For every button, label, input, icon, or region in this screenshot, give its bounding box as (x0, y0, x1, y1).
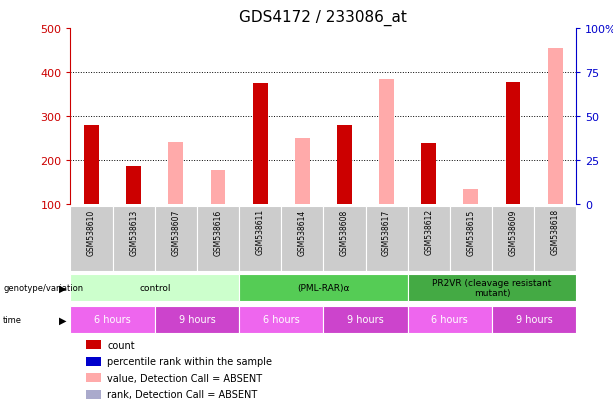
Bar (113, 207, 154, 271)
Bar (421, 144, 436, 205)
Text: GSM538616: GSM538616 (213, 209, 223, 255)
Text: 6 hours: 6 hours (432, 315, 468, 325)
Text: GSM538615: GSM538615 (466, 209, 475, 255)
Text: 9 hours: 9 hours (178, 315, 215, 325)
Text: 6 hours: 6 hours (263, 315, 300, 325)
Text: PR2VR (cleavage resistant
mutant): PR2VR (cleavage resistant mutant) (432, 278, 552, 297)
Bar (211, 171, 226, 205)
Bar (70, 207, 113, 271)
Bar (239, 275, 408, 301)
Text: time: time (3, 315, 22, 324)
Bar (337, 126, 352, 205)
Bar (408, 207, 450, 271)
Bar (154, 306, 239, 333)
Text: GSM538609: GSM538609 (509, 209, 517, 255)
Text: control: control (139, 283, 170, 292)
Bar (239, 306, 323, 333)
Bar (154, 207, 197, 271)
Text: ▶: ▶ (59, 283, 66, 293)
Bar (253, 84, 267, 205)
Bar (492, 207, 534, 271)
Text: count: count (107, 340, 135, 350)
Text: GSM538608: GSM538608 (340, 209, 349, 255)
Bar (295, 139, 310, 205)
Bar (84, 126, 99, 205)
Text: percentile rank within the sample: percentile rank within the sample (107, 356, 272, 366)
Bar (492, 306, 576, 333)
Bar (379, 79, 394, 205)
Bar (534, 207, 576, 271)
Text: GSM538618: GSM538618 (550, 209, 560, 255)
Bar (281, 207, 324, 271)
Text: GSM538613: GSM538613 (129, 209, 138, 255)
Text: GSM538614: GSM538614 (298, 209, 306, 255)
Text: 9 hours: 9 hours (347, 315, 384, 325)
Text: genotype/variation: genotype/variation (3, 283, 83, 292)
Text: rank, Detection Call = ABSENT: rank, Detection Call = ABSENT (107, 389, 257, 399)
Bar (169, 142, 183, 205)
Bar (70, 275, 239, 301)
Bar (239, 207, 281, 271)
Bar (324, 306, 408, 333)
Text: ▶: ▶ (59, 315, 66, 325)
Title: GDS4172 / 233086_at: GDS4172 / 233086_at (240, 10, 407, 26)
Bar (506, 83, 520, 205)
Bar (548, 49, 563, 205)
Bar (450, 207, 492, 271)
Text: (PML-RAR)α: (PML-RAR)α (297, 283, 349, 292)
Text: GSM538617: GSM538617 (382, 209, 391, 255)
Bar (365, 207, 408, 271)
Bar (324, 207, 365, 271)
Bar (463, 190, 478, 205)
Text: GSM538610: GSM538610 (87, 209, 96, 255)
Bar (197, 207, 239, 271)
Text: GSM538611: GSM538611 (256, 209, 265, 255)
Text: 6 hours: 6 hours (94, 315, 131, 325)
Text: 9 hours: 9 hours (516, 315, 552, 325)
Text: GSM538612: GSM538612 (424, 209, 433, 255)
Text: GSM538607: GSM538607 (172, 209, 180, 255)
Bar (70, 306, 154, 333)
Bar (408, 275, 576, 301)
Text: value, Detection Call = ABSENT: value, Detection Call = ABSENT (107, 373, 262, 383)
Bar (126, 166, 141, 205)
Bar (408, 306, 492, 333)
